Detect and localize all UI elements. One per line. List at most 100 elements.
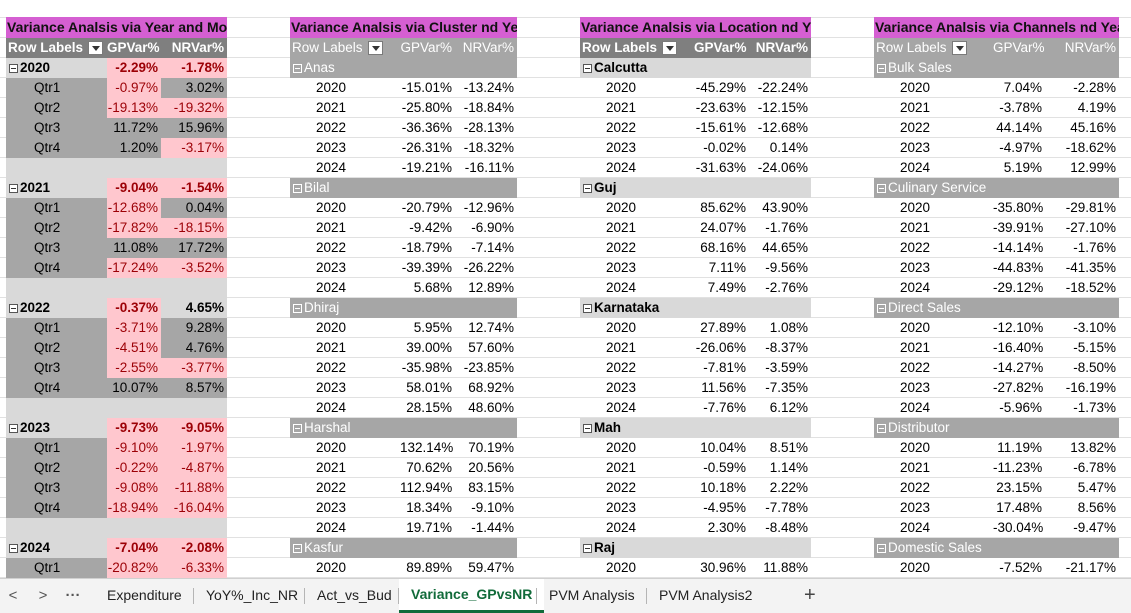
- pivot-data-row[interactable]: Qtr4 1.20% -3.17%: [6, 138, 227, 158]
- pivot-data-row[interactable]: 2021 24.07% -1.76%: [580, 218, 811, 238]
- collapse-icon[interactable]: [9, 63, 18, 73]
- filter-dropdown-icon[interactable]: [951, 41, 967, 55]
- pivot-data-row[interactable]: 2023 18.34% -9.10%: [290, 498, 517, 518]
- pivot-data-row[interactable]: 2020 10.04% 8.51%: [580, 438, 811, 458]
- pivot-group-row[interactable]: 2022 -0.37% 4.65%: [6, 298, 227, 318]
- pivot-data-row[interactable]: 2021 39.00% 57.60%: [290, 338, 517, 358]
- pivot-group-row[interactable]: 2024 -7.04% -2.08%: [6, 538, 227, 558]
- worksheet-grid[interactable]: Variance Analsis via Year and Month Row L…: [0, 0, 1131, 578]
- pivot-data-row[interactable]: Qtr1 -20.82% -6.33%: [6, 558, 227, 578]
- pivot-data-row[interactable]: 2022 10.18% 2.22%: [580, 478, 811, 498]
- pivot-data-row[interactable]: 2022 -35.98% -23.85%: [290, 358, 517, 378]
- pivot-data-row[interactable]: Qtr1 -9.10% -1.97%: [6, 438, 227, 458]
- pivot-data-row[interactable]: 2020 7.04% -2.28%: [874, 78, 1119, 98]
- collapse-icon[interactable]: [877, 423, 886, 433]
- pivot-data-row[interactable]: 2023 -39.39% -26.22%: [290, 258, 517, 278]
- pivot-data-row[interactable]: 2020 -35.80% -29.81%: [874, 198, 1119, 218]
- pivot-data-row[interactable]: 2021 -26.06% -8.37%: [580, 338, 811, 358]
- pivot-data-row[interactable]: 2020 132.14% 70.19%: [290, 438, 517, 458]
- pivot-group-row[interactable]: Kasfur: [290, 538, 517, 558]
- pivot-data-row[interactable]: 2022 -14.14% -1.76%: [874, 238, 1119, 258]
- pivot-data-row[interactable]: 2022 -18.79% -7.14%: [290, 238, 517, 258]
- pivot-data-row[interactable]: Qtr4 -17.24% -3.52%: [6, 258, 227, 278]
- pivot-data-row[interactable]: 2023 -0.02% 0.14%: [580, 138, 811, 158]
- pivot-data-row[interactable]: 2024 -31.63% -24.06%: [580, 158, 811, 178]
- pivot-data-row[interactable]: Qtr1 -12.68% 0.04%: [6, 198, 227, 218]
- pivot-data-row[interactable]: 2021 -3.78% 4.19%: [874, 98, 1119, 118]
- pivot-group-row[interactable]: Direct Sales: [874, 298, 1119, 318]
- collapse-icon[interactable]: [583, 183, 592, 193]
- pivot-data-row[interactable]: 2024 -30.04% -9.47%: [874, 518, 1119, 538]
- row-labels-header[interactable]: Row Labels: [6, 38, 107, 58]
- pivot-group-row[interactable]: Karnataka: [580, 298, 811, 318]
- sheet-tab[interactable]: Expenditure: [107, 587, 182, 603]
- next-sheet-button[interactable]: >: [38, 587, 48, 604]
- pivot-data-row[interactable]: 2023 17.48% 8.56%: [874, 498, 1119, 518]
- more-sheets-button[interactable]: ···: [65, 587, 81, 604]
- pivot-group-row[interactable]: Guj: [580, 178, 811, 198]
- pivot-data-row[interactable]: 2022 112.94% 83.15%: [290, 478, 517, 498]
- collapse-icon[interactable]: [877, 543, 886, 553]
- pivot-data-row[interactable]: Qtr2 -19.13% -19.32%: [6, 98, 227, 118]
- pivot-data-row[interactable]: 2021 -39.91% -27.10%: [874, 218, 1119, 238]
- pivot-data-row[interactable]: Qtr2 -0.22% -4.87%: [6, 458, 227, 478]
- pivot-group-row[interactable]: Dhiraj: [290, 298, 517, 318]
- pivot-data-row[interactable]: Qtr2 -4.51% 4.76%: [6, 338, 227, 358]
- pivot-data-row[interactable]: 2024 19.71% -1.44%: [290, 518, 517, 538]
- pivot-data-row[interactable]: Qtr3 11.08% 17.72%: [6, 238, 227, 258]
- pivot-data-row[interactable]: 2024 -29.12% -18.52%: [874, 278, 1119, 298]
- filter-dropdown-icon[interactable]: [662, 41, 678, 55]
- pivot-data-row[interactable]: Qtr1 -3.71% 9.28%: [6, 318, 227, 338]
- pivot-data-row[interactable]: Qtr2 -17.82% -18.15%: [6, 218, 227, 238]
- pivot-data-row[interactable]: 2021 -9.42% -6.90%: [290, 218, 517, 238]
- pivot-data-row[interactable]: 2021 -23.63% -12.15%: [580, 98, 811, 118]
- pivot-data-row[interactable]: 2024 -7.76% 6.12%: [580, 398, 811, 418]
- pivot-group-row[interactable]: Mah: [580, 418, 811, 438]
- pivot-data-row[interactable]: Qtr1 -0.97% 3.02%: [6, 78, 227, 98]
- pivot-data-row[interactable]: 2023 -4.97% -18.62%: [874, 138, 1119, 158]
- pivot-data-row[interactable]: 2022 -7.81% -3.59%: [580, 358, 811, 378]
- prev-sheet-button[interactable]: <: [8, 587, 18, 604]
- pivot-data-row[interactable]: 2023 -4.95% -7.78%: [580, 498, 811, 518]
- pivot-data-row[interactable]: Qtr4 -18.94% -16.04%: [6, 498, 227, 518]
- pivot-data-row[interactable]: 2023 11.56% -7.35%: [580, 378, 811, 398]
- pivot-data-row[interactable]: 2020 89.89% 59.47%: [290, 558, 517, 578]
- sheet-tab[interactable]: PVM Analysis2: [659, 587, 753, 603]
- pivot-group-row[interactable]: 2023 -9.73% -9.05%: [6, 418, 227, 438]
- pivot-data-row[interactable]: 2020 30.96% 11.88%: [580, 558, 811, 578]
- pivot-data-row[interactable]: Qtr3 -9.08% -11.88%: [6, 478, 227, 498]
- sheet-tab[interactable]: Variance_GPvsNR: [399, 579, 545, 613]
- pivot-data-row[interactable]: 2024 7.49% -2.76%: [580, 278, 811, 298]
- collapse-icon[interactable]: [877, 303, 886, 313]
- pivot-data-row[interactable]: 2022 -14.27% -8.50%: [874, 358, 1119, 378]
- pivot-data-row[interactable]: 2022 -15.61% -12.68%: [580, 118, 811, 138]
- pivot-group-row[interactable]: 2020 -2.29% -1.78%: [6, 58, 227, 78]
- collapse-icon[interactable]: [293, 543, 302, 553]
- pivot-group-row[interactable]: 2021 -9.04% -1.54%: [6, 178, 227, 198]
- pivot-group-row[interactable]: Raj: [580, 538, 811, 558]
- pivot-data-row[interactable]: 2021 -25.80% -18.84%: [290, 98, 517, 118]
- collapse-icon[interactable]: [9, 183, 18, 193]
- pivot-data-row[interactable]: 2023 -26.31% -18.32%: [290, 138, 517, 158]
- collapse-icon[interactable]: [9, 303, 18, 313]
- collapse-icon[interactable]: [583, 423, 592, 433]
- pivot-data-row[interactable]: 2020 -7.52% -21.17%: [874, 558, 1119, 578]
- pivot-group-row[interactable]: Harshal: [290, 418, 517, 438]
- pivot-data-row[interactable]: 2023 -27.82% -16.19%: [874, 378, 1119, 398]
- pivot-data-row[interactable]: 2022 23.15% 5.47%: [874, 478, 1119, 498]
- pivot-data-row[interactable]: 2021 -16.40% -5.15%: [874, 338, 1119, 358]
- pivot-data-row[interactable]: 2024 -5.96% -1.73%: [874, 398, 1119, 418]
- pivot-group-row[interactable]: Bulk Sales: [874, 58, 1119, 78]
- pivot-data-row[interactable]: 2022 44.14% 45.16%: [874, 118, 1119, 138]
- add-sheet-button[interactable]: +: [804, 584, 816, 606]
- pivot-data-row[interactable]: 2020 -20.79% -12.96%: [290, 198, 517, 218]
- pivot-group-row[interactable]: Bilal: [290, 178, 517, 198]
- collapse-icon[interactable]: [293, 63, 302, 73]
- pivot-data-row[interactable]: 2023 -44.83% -41.35%: [874, 258, 1119, 278]
- collapse-icon[interactable]: [9, 543, 18, 553]
- pivot-data-row[interactable]: 2021 70.62% 20.56%: [290, 458, 517, 478]
- filter-dropdown-icon[interactable]: [367, 41, 383, 55]
- row-labels-header[interactable]: Row Labels: [874, 38, 993, 58]
- pivot-data-row[interactable]: 2024 2.30% -8.48%: [580, 518, 811, 538]
- pivot-group-row[interactable]: Culinary Service: [874, 178, 1119, 198]
